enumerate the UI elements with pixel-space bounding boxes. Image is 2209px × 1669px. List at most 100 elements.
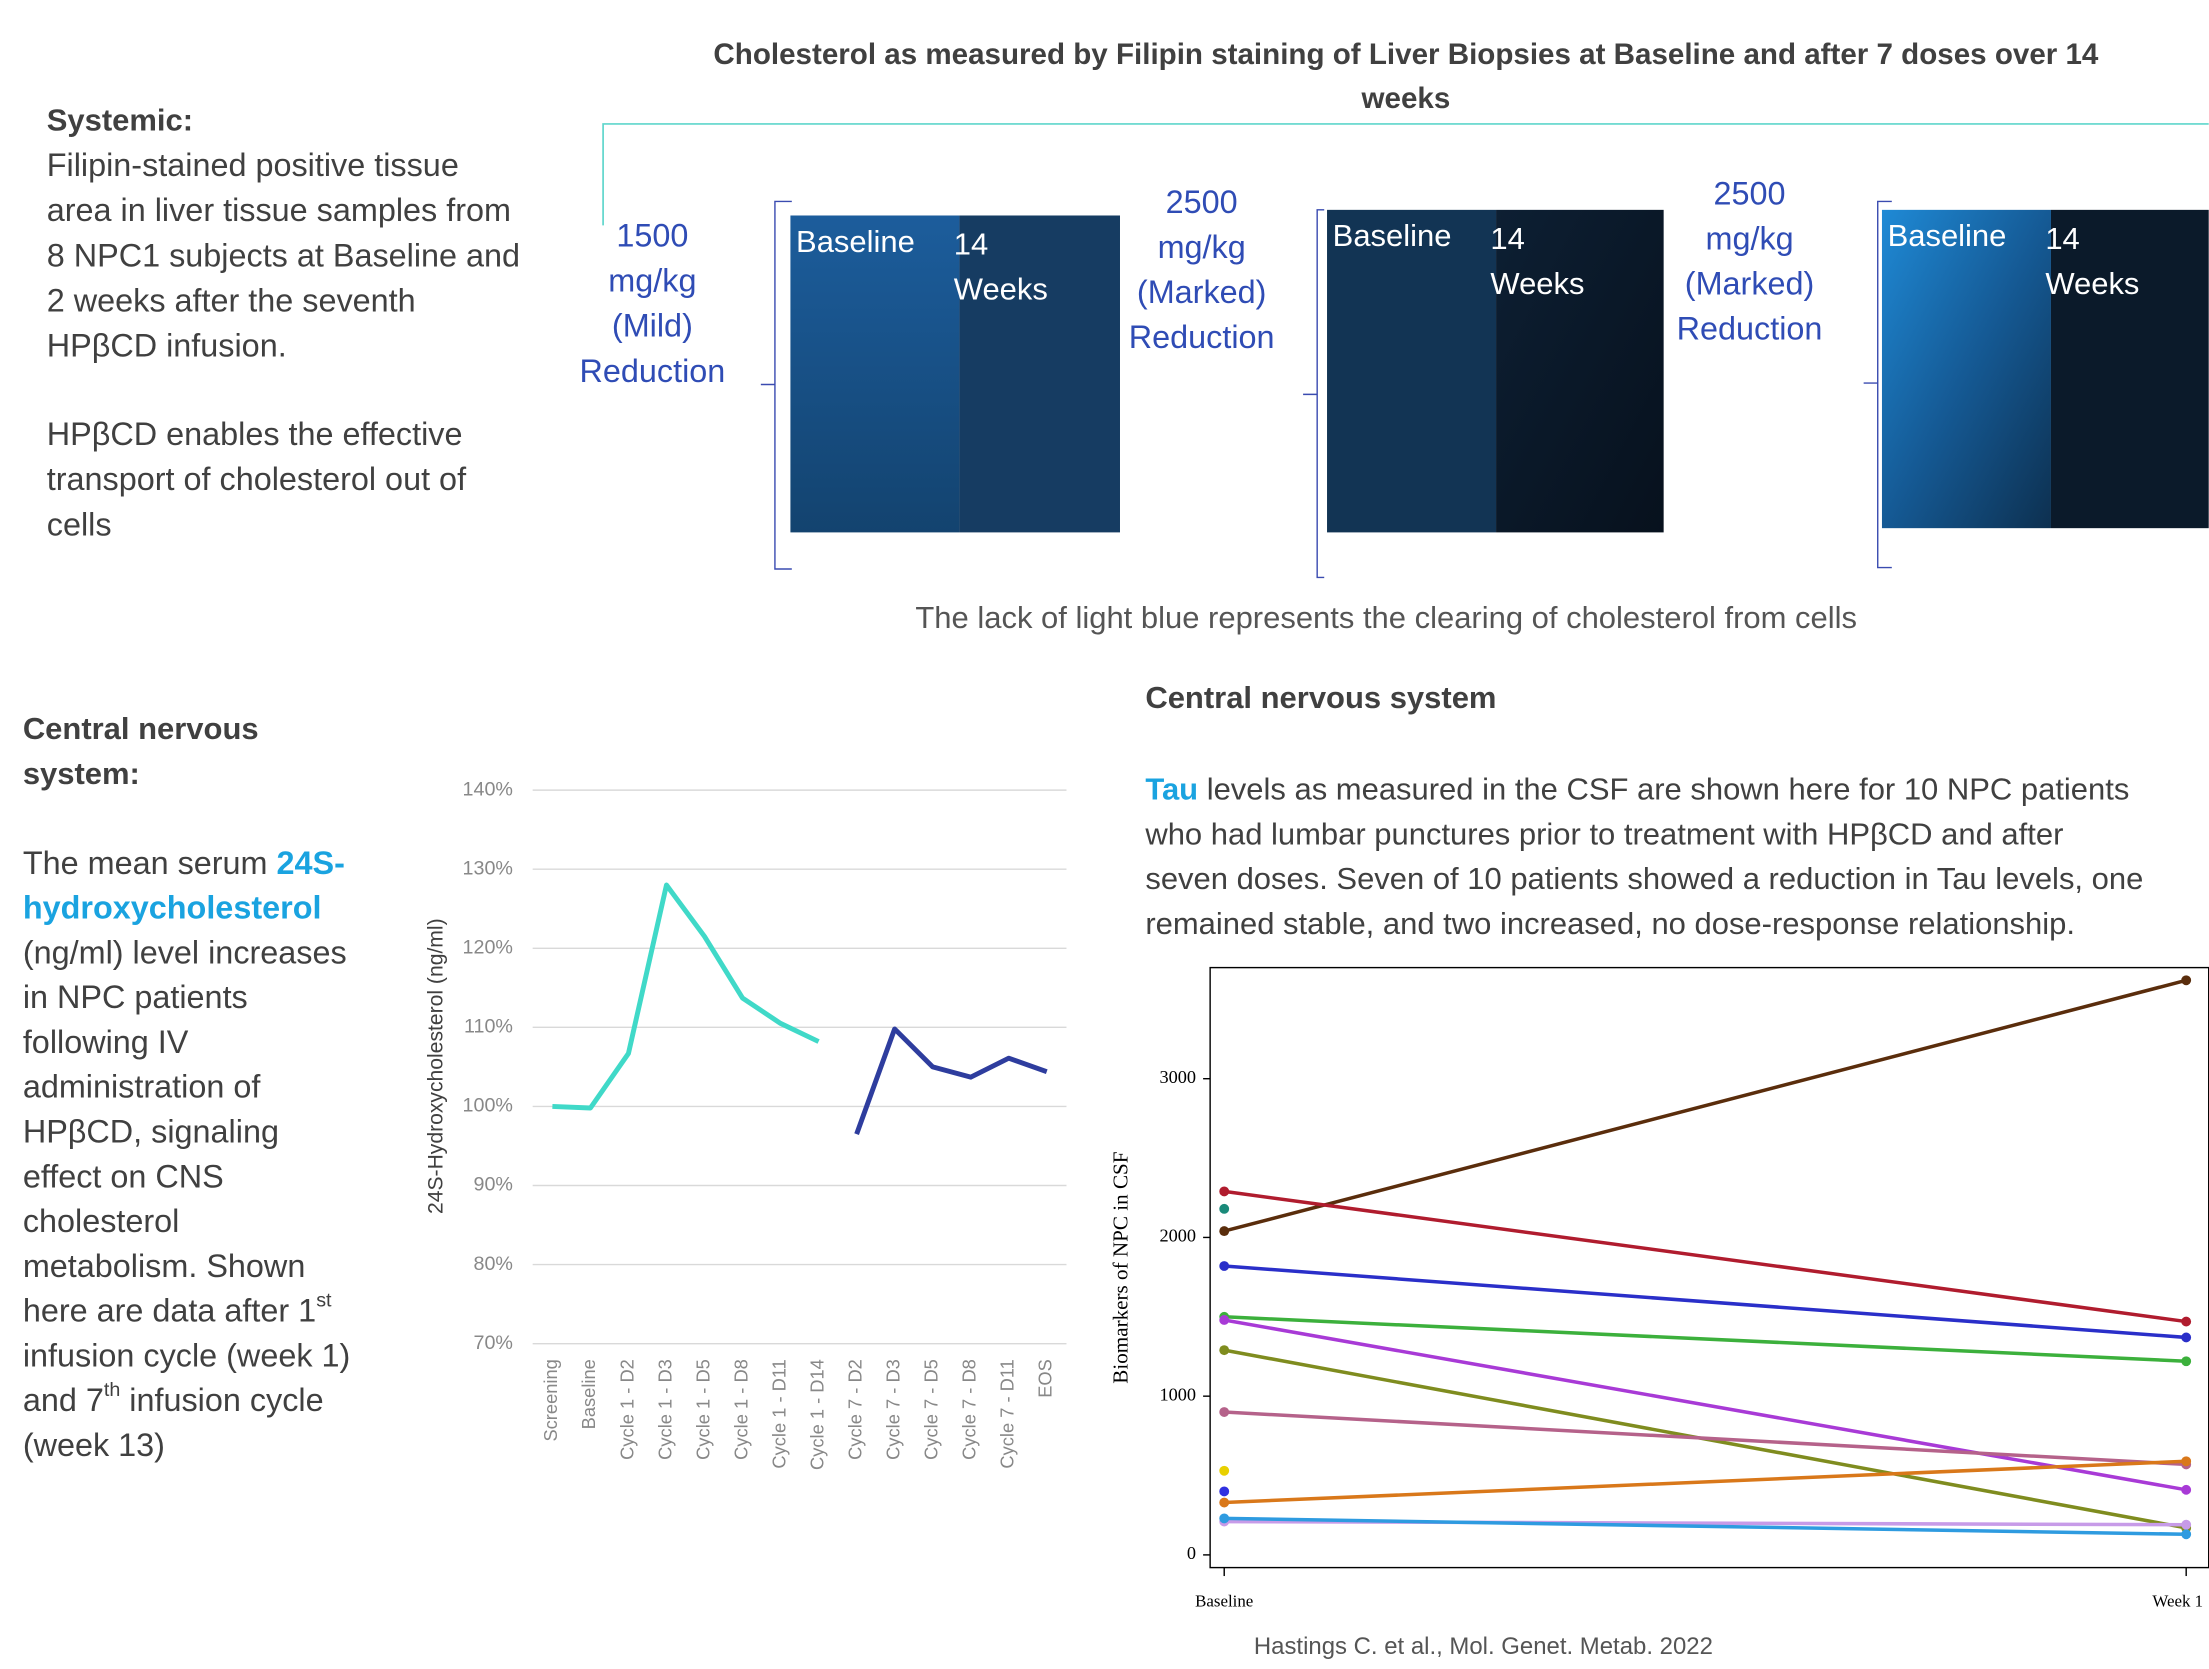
paragraph-line: effect on CNS	[23, 1158, 224, 1194]
paragraph-line: (ng/ml) level increases	[23, 934, 347, 970]
dose-label: 2500	[1166, 184, 1238, 220]
paragraph-line: The mean serum 24S-	[23, 844, 345, 880]
dose-label: mg/kg	[1705, 220, 1793, 256]
data-point	[2181, 1456, 2191, 1466]
paragraph-line: following IV	[23, 1023, 189, 1059]
series-line	[857, 1029, 1047, 1134]
text-segment: effect on CNS	[23, 1158, 224, 1194]
paragraph-line: Tau levels as measured in the CSF are sh…	[1145, 772, 2129, 807]
data-point	[1219, 1486, 1229, 1496]
dose-label: (Marked)	[1685, 265, 1815, 301]
paragraph-line: cells	[47, 506, 112, 542]
text-segment: hydroxycholesterol	[23, 889, 322, 925]
series-line	[1224, 1461, 2186, 1502]
text-segment: who had lumbar punctures prior to treatm…	[1144, 817, 2063, 852]
image-label: 14	[2045, 221, 2079, 256]
paragraph-line: hydroxycholesterol	[23, 889, 322, 925]
x-tick-label: Cycle 7 - D5	[920, 1359, 941, 1460]
x-tick-label: Cycle 1 - D11	[768, 1359, 789, 1468]
image-label: Weeks	[954, 272, 1048, 307]
text-segment: levels as measured in the CSF are shown …	[1198, 772, 2129, 807]
y-tick-label: 120%	[463, 936, 513, 958]
data-point	[1219, 1186, 1229, 1196]
image-label: Weeks	[2045, 266, 2139, 301]
data-point	[1219, 1345, 1229, 1355]
superscript: st	[316, 1290, 332, 1312]
text-segment: Tau	[1145, 772, 1198, 807]
x-tick-label: Screening	[540, 1359, 561, 1441]
data-point	[2181, 1529, 2191, 1539]
heading: Systemic:	[47, 103, 193, 138]
paragraph-line: metabolism. Shown	[23, 1247, 306, 1283]
paragraph-line: HPβCD infusion.	[47, 327, 287, 363]
y-tick-label: 90%	[474, 1174, 513, 1196]
image-label: Baseline	[1888, 218, 2007, 253]
series-line	[1224, 1320, 2186, 1490]
x-tick-label: Cycle 1 - D8	[730, 1359, 751, 1460]
paragraph-line: 8 NPC1 subjects at Baseline and	[47, 237, 520, 273]
paragraph-line: in NPC patients	[23, 979, 248, 1015]
dose-label: Reduction	[579, 353, 725, 389]
heading: Central nervous	[23, 711, 259, 746]
data-point	[2181, 1485, 2191, 1495]
text-segment: here are data after 1	[23, 1292, 316, 1328]
x-tick-label: Cycle 1 - D14	[806, 1359, 827, 1470]
dose-label: Reduction	[1677, 311, 1823, 347]
text-segment: (week 13)	[23, 1427, 165, 1463]
x-tick-label: EOS	[1035, 1359, 1056, 1398]
title: Cholesterol as measured by Filipin stain…	[713, 38, 2099, 71]
data-point	[2181, 1520, 2191, 1530]
data-point	[2181, 1317, 2191, 1327]
dose-label: 1500	[616, 218, 688, 254]
dose-label: mg/kg	[608, 263, 696, 299]
slide: Systemic: Filipin-stained positive tissue…	[0, 0, 2209, 1669]
y-tick-label: 2000	[1159, 1226, 1196, 1246]
paragraph-line: seven doses. Seven of 10 patients showed…	[1145, 861, 2143, 896]
heading: system:	[23, 756, 140, 791]
page: { "systemic": { "heading": "Systemic:", …	[0, 0, 2209, 1669]
text-segment: cholesterol	[23, 1203, 180, 1239]
y-tick-label: 0	[1187, 1543, 1196, 1563]
text-segment: 24S-	[277, 844, 345, 880]
data-point	[1219, 1226, 1229, 1236]
data-point	[1219, 1407, 1229, 1417]
heading: Central nervous system	[1145, 680, 1496, 715]
dose-label: Reduction	[1129, 319, 1275, 355]
paragraph-line: Filipin-stained positive tissue	[47, 147, 459, 183]
x-tick-label: Cycle 1 - D2	[616, 1359, 637, 1460]
text-segment: metabolism. Shown	[23, 1247, 306, 1283]
y-tick-label: 80%	[474, 1253, 513, 1275]
text-segment: The mean serum	[23, 844, 277, 880]
data-point	[2181, 1333, 2191, 1343]
y-tick-label: 130%	[463, 857, 513, 879]
series-line	[1224, 1412, 2186, 1464]
series-line	[1224, 980, 2186, 1231]
paragraph-line: and 7th​ infusion cycle	[23, 1379, 324, 1418]
dose-label: mg/kg	[1158, 229, 1246, 265]
image-label: 14	[1490, 221, 1524, 256]
paragraph-line: remained stable, and two increased, no d…	[1145, 906, 2075, 941]
x-tick-label: Cycle 7 - D11	[997, 1359, 1018, 1468]
x-tick-label: Baseline	[578, 1359, 599, 1429]
y-tick-label: 100%	[463, 1095, 513, 1117]
paragraph-line: transport of cholesterol out of	[47, 461, 467, 497]
image-label: 14	[954, 227, 988, 262]
dose-label: (Mild)	[612, 308, 693, 344]
y-tick-label: 1000	[1159, 1384, 1196, 1404]
y-axis-label: Biomarkers of NPC in CSF	[1109, 1151, 1133, 1383]
title: weeks	[1361, 82, 1451, 115]
series-line	[1224, 1317, 2186, 1361]
text-segment: (ng/ml) level increases	[23, 934, 347, 970]
paragraph-line: who had lumbar punctures prior to treatm…	[1144, 817, 2063, 852]
paragraph-line: area in liver tissue samples from	[47, 192, 511, 228]
image-label: Baseline	[1333, 218, 1452, 253]
y-axis-label: 24S-Hydroxycholesterol (ng/ml)	[424, 918, 447, 1214]
data-point	[1219, 1513, 1229, 1523]
citation: Hastings C. et al., Mol. Genet. Metab. 2…	[1254, 1633, 1713, 1660]
series-line	[552, 885, 818, 1108]
x-tick-label: Cycle 7 - D8	[959, 1359, 980, 1460]
paragraph-line: HPβCD enables the effective	[47, 416, 463, 452]
y-tick-label: 110%	[464, 1016, 513, 1038]
superscript: th	[104, 1379, 120, 1401]
text-segment: and 7	[23, 1382, 104, 1418]
